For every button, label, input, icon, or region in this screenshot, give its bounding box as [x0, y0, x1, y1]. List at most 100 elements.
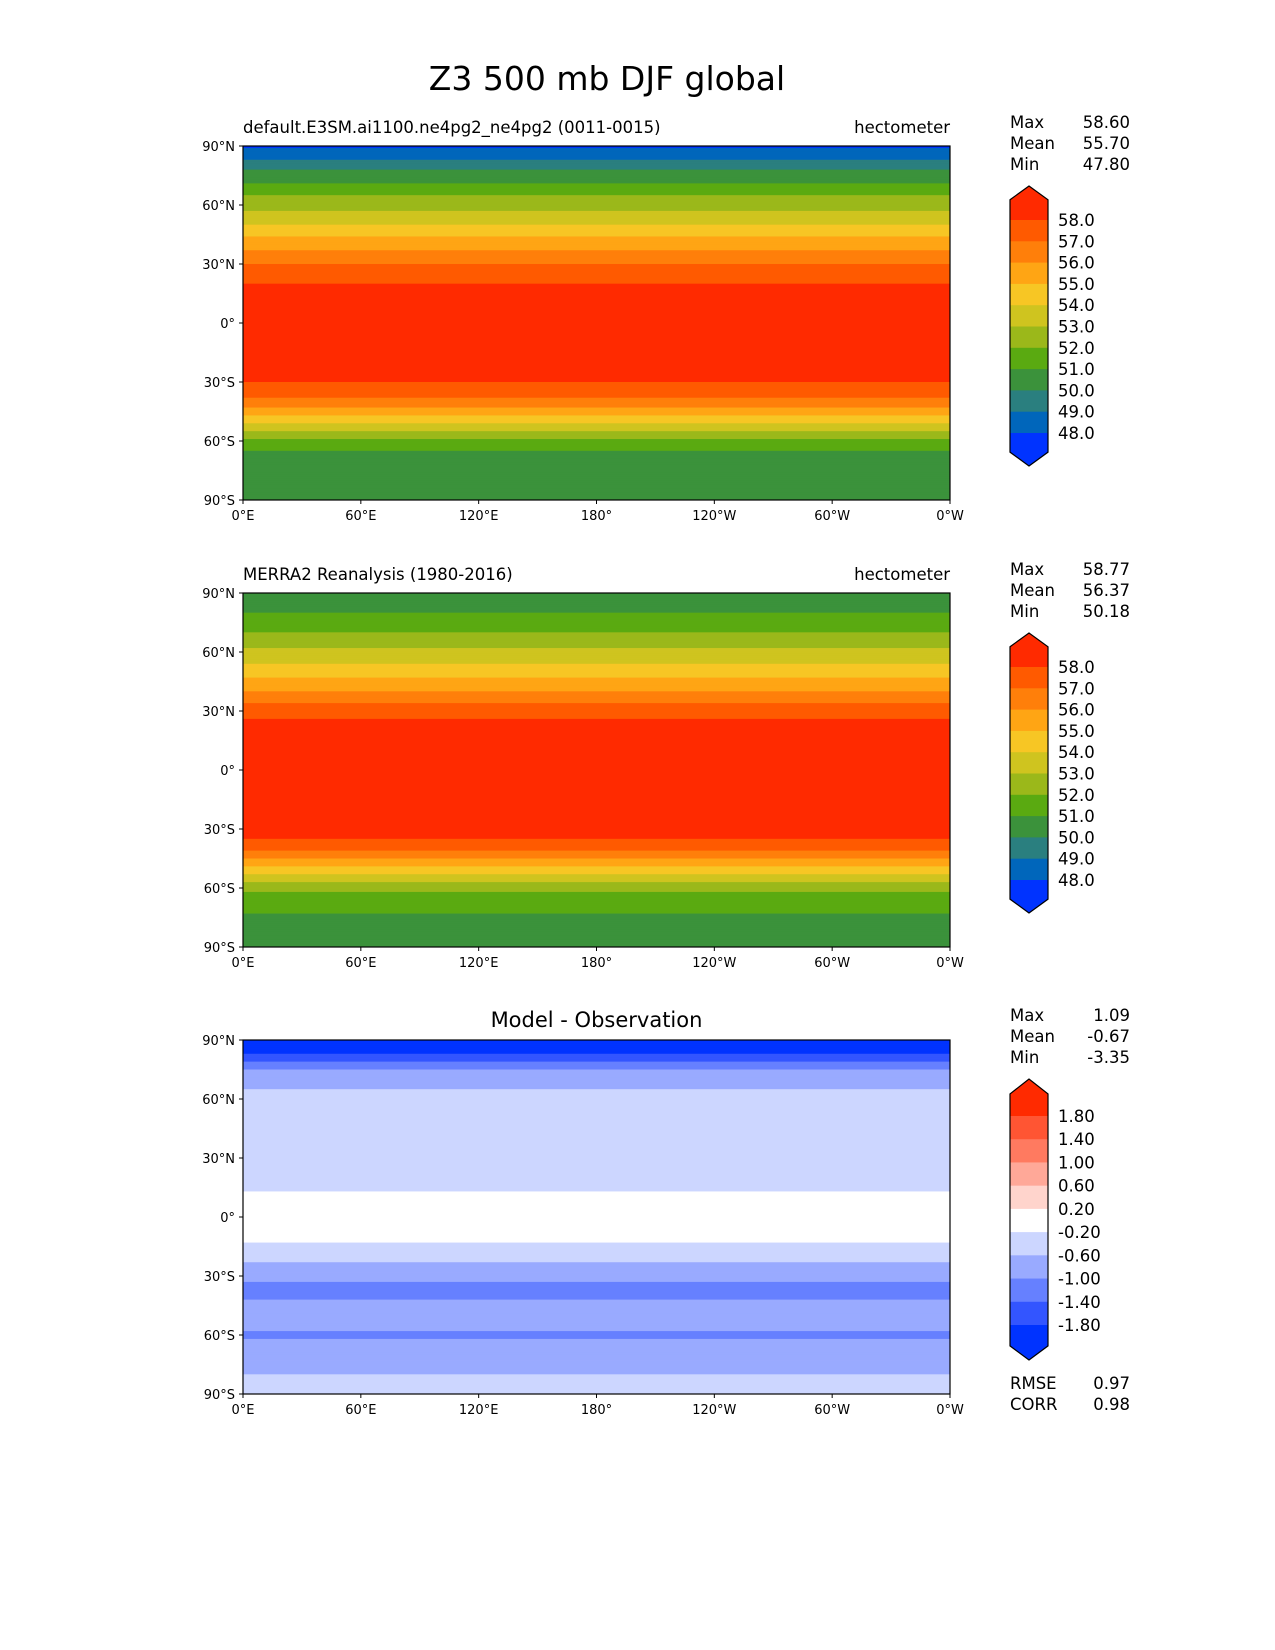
contour-band: [243, 1075, 950, 1078]
contour-band: [243, 1057, 950, 1061]
contour-band: [243, 169, 950, 172]
contour-band: [243, 1270, 950, 1273]
contour-band: [243, 797, 950, 800]
contour-band: [243, 732, 950, 735]
contour-band: [243, 470, 950, 473]
contour-band: [243, 368, 950, 371]
contour-band: [243, 1207, 950, 1210]
units-label: hectometer: [854, 565, 950, 584]
contour-band: [243, 1156, 950, 1159]
lat-tick-label: 60°N: [202, 1093, 235, 1108]
lat-tick-label: 60°S: [204, 1329, 235, 1344]
contour-band: [243, 628, 950, 631]
contour-band: [243, 439, 950, 442]
contour-band: [243, 764, 950, 767]
contour-band: [243, 456, 950, 460]
contour-band: [243, 718, 950, 722]
contour-band: [243, 370, 950, 373]
contour-band: [243, 917, 950, 920]
lon-tick-label: 60°W: [814, 1403, 850, 1418]
contour-band: [243, 852, 950, 855]
contour-band: [243, 293, 950, 296]
contour-band: [243, 415, 950, 418]
contour-band: [243, 777, 950, 781]
contour-band: [243, 321, 950, 324]
colorbar-segment: [1010, 1278, 1048, 1303]
contour-band: [243, 254, 950, 257]
contour-band: [243, 1360, 950, 1363]
contour-band: [243, 1165, 950, 1169]
contour-band: [243, 1281, 950, 1285]
contour-band: [243, 429, 950, 432]
contour-band: [243, 803, 950, 806]
contour-band: [243, 391, 950, 395]
stat-label-mean: Mean: [1010, 134, 1055, 153]
colorbar-tick-label: 50.0: [1058, 828, 1095, 847]
contour-band: [243, 809, 950, 812]
colorbar-tick-label: 54.0: [1058, 743, 1095, 762]
contour-band: [243, 1203, 950, 1206]
colorbar-segment: [1010, 1232, 1048, 1256]
contour-band: [243, 1331, 950, 1334]
colorbar-tick-label: 56.0: [1058, 701, 1095, 720]
contour-band: [243, 275, 950, 279]
contour-band: [243, 309, 950, 312]
contour-band: [243, 464, 950, 467]
contour-band: [243, 905, 950, 909]
contour-band: [243, 411, 950, 414]
colorbar-tick-label: 1.80: [1058, 1107, 1095, 1126]
contour-band: [243, 348, 950, 351]
contour-band: [243, 815, 950, 818]
contour-band: [243, 632, 950, 635]
colorbar-tick-label: 52.0: [1058, 339, 1095, 358]
contour-band: [243, 606, 950, 610]
colorbar-segment: [1010, 1139, 1048, 1163]
lon-tick-label: 120°E: [459, 1403, 499, 1418]
contour-band: [243, 756, 950, 759]
contour-band: [243, 297, 950, 300]
stat-label-max: Max: [1010, 113, 1044, 132]
contour-band: [243, 1301, 950, 1304]
colorbar-outline: [1009, 185, 1049, 467]
contour-band: [243, 452, 950, 456]
map-panel-observation: 90°N 60°N 30°N 0° 30°S 60°S 90°S0°E 60°E 120°E 18…: [202, 560, 1130, 971]
contour-band: [243, 655, 950, 659]
contour-band: [243, 1268, 950, 1271]
contour-band: [243, 634, 950, 637]
contour-band: [243, 1291, 950, 1295]
colorbar-tick-label: 50.0: [1058, 381, 1095, 400]
contour-band: [243, 891, 950, 895]
stat-value-min: 47.80: [1083, 155, 1130, 174]
lon-tick-label: 120°W: [692, 509, 736, 524]
colorbar: 1.80 1.40 1.00 0.60 0.20 -0.20 -0.60 -1.00 -1.40…: [1009, 1078, 1101, 1361]
contour-band: [243, 709, 950, 712]
contour-band: [243, 1386, 950, 1389]
contour-band: [243, 1100, 950, 1104]
contour-band: [243, 1134, 950, 1137]
colorbar-tick-label: 0.60: [1058, 1177, 1095, 1196]
contour-band: [243, 267, 950, 271]
contour-band: [243, 805, 950, 808]
contour-band: [243, 1093, 950, 1096]
contour-band: [243, 1218, 950, 1222]
stat-label-mean: Mean: [1010, 1027, 1055, 1046]
colorbar-segment: [1010, 262, 1048, 285]
contour-band: [243, 874, 950, 877]
contour-band: [243, 1191, 950, 1194]
contour-band: [243, 146, 950, 149]
contour-band: [243, 208, 950, 212]
contour-band: [243, 677, 950, 680]
contour-band: [243, 689, 950, 692]
contour-band: [243, 232, 950, 235]
stat-value-mean: 55.70: [1083, 134, 1130, 153]
contour-band: [243, 642, 950, 645]
contour-band: [243, 480, 950, 483]
colorbar-segment: [1010, 411, 1048, 434]
colorbar-segment: [1010, 283, 1048, 306]
contour-band: [243, 1215, 950, 1218]
contour-band: [243, 1236, 950, 1240]
contour-band: [243, 496, 950, 499]
contour-band: [243, 1266, 950, 1269]
contour-band: [243, 730, 950, 734]
stat-label-corr: CORR: [1010, 1395, 1057, 1414]
